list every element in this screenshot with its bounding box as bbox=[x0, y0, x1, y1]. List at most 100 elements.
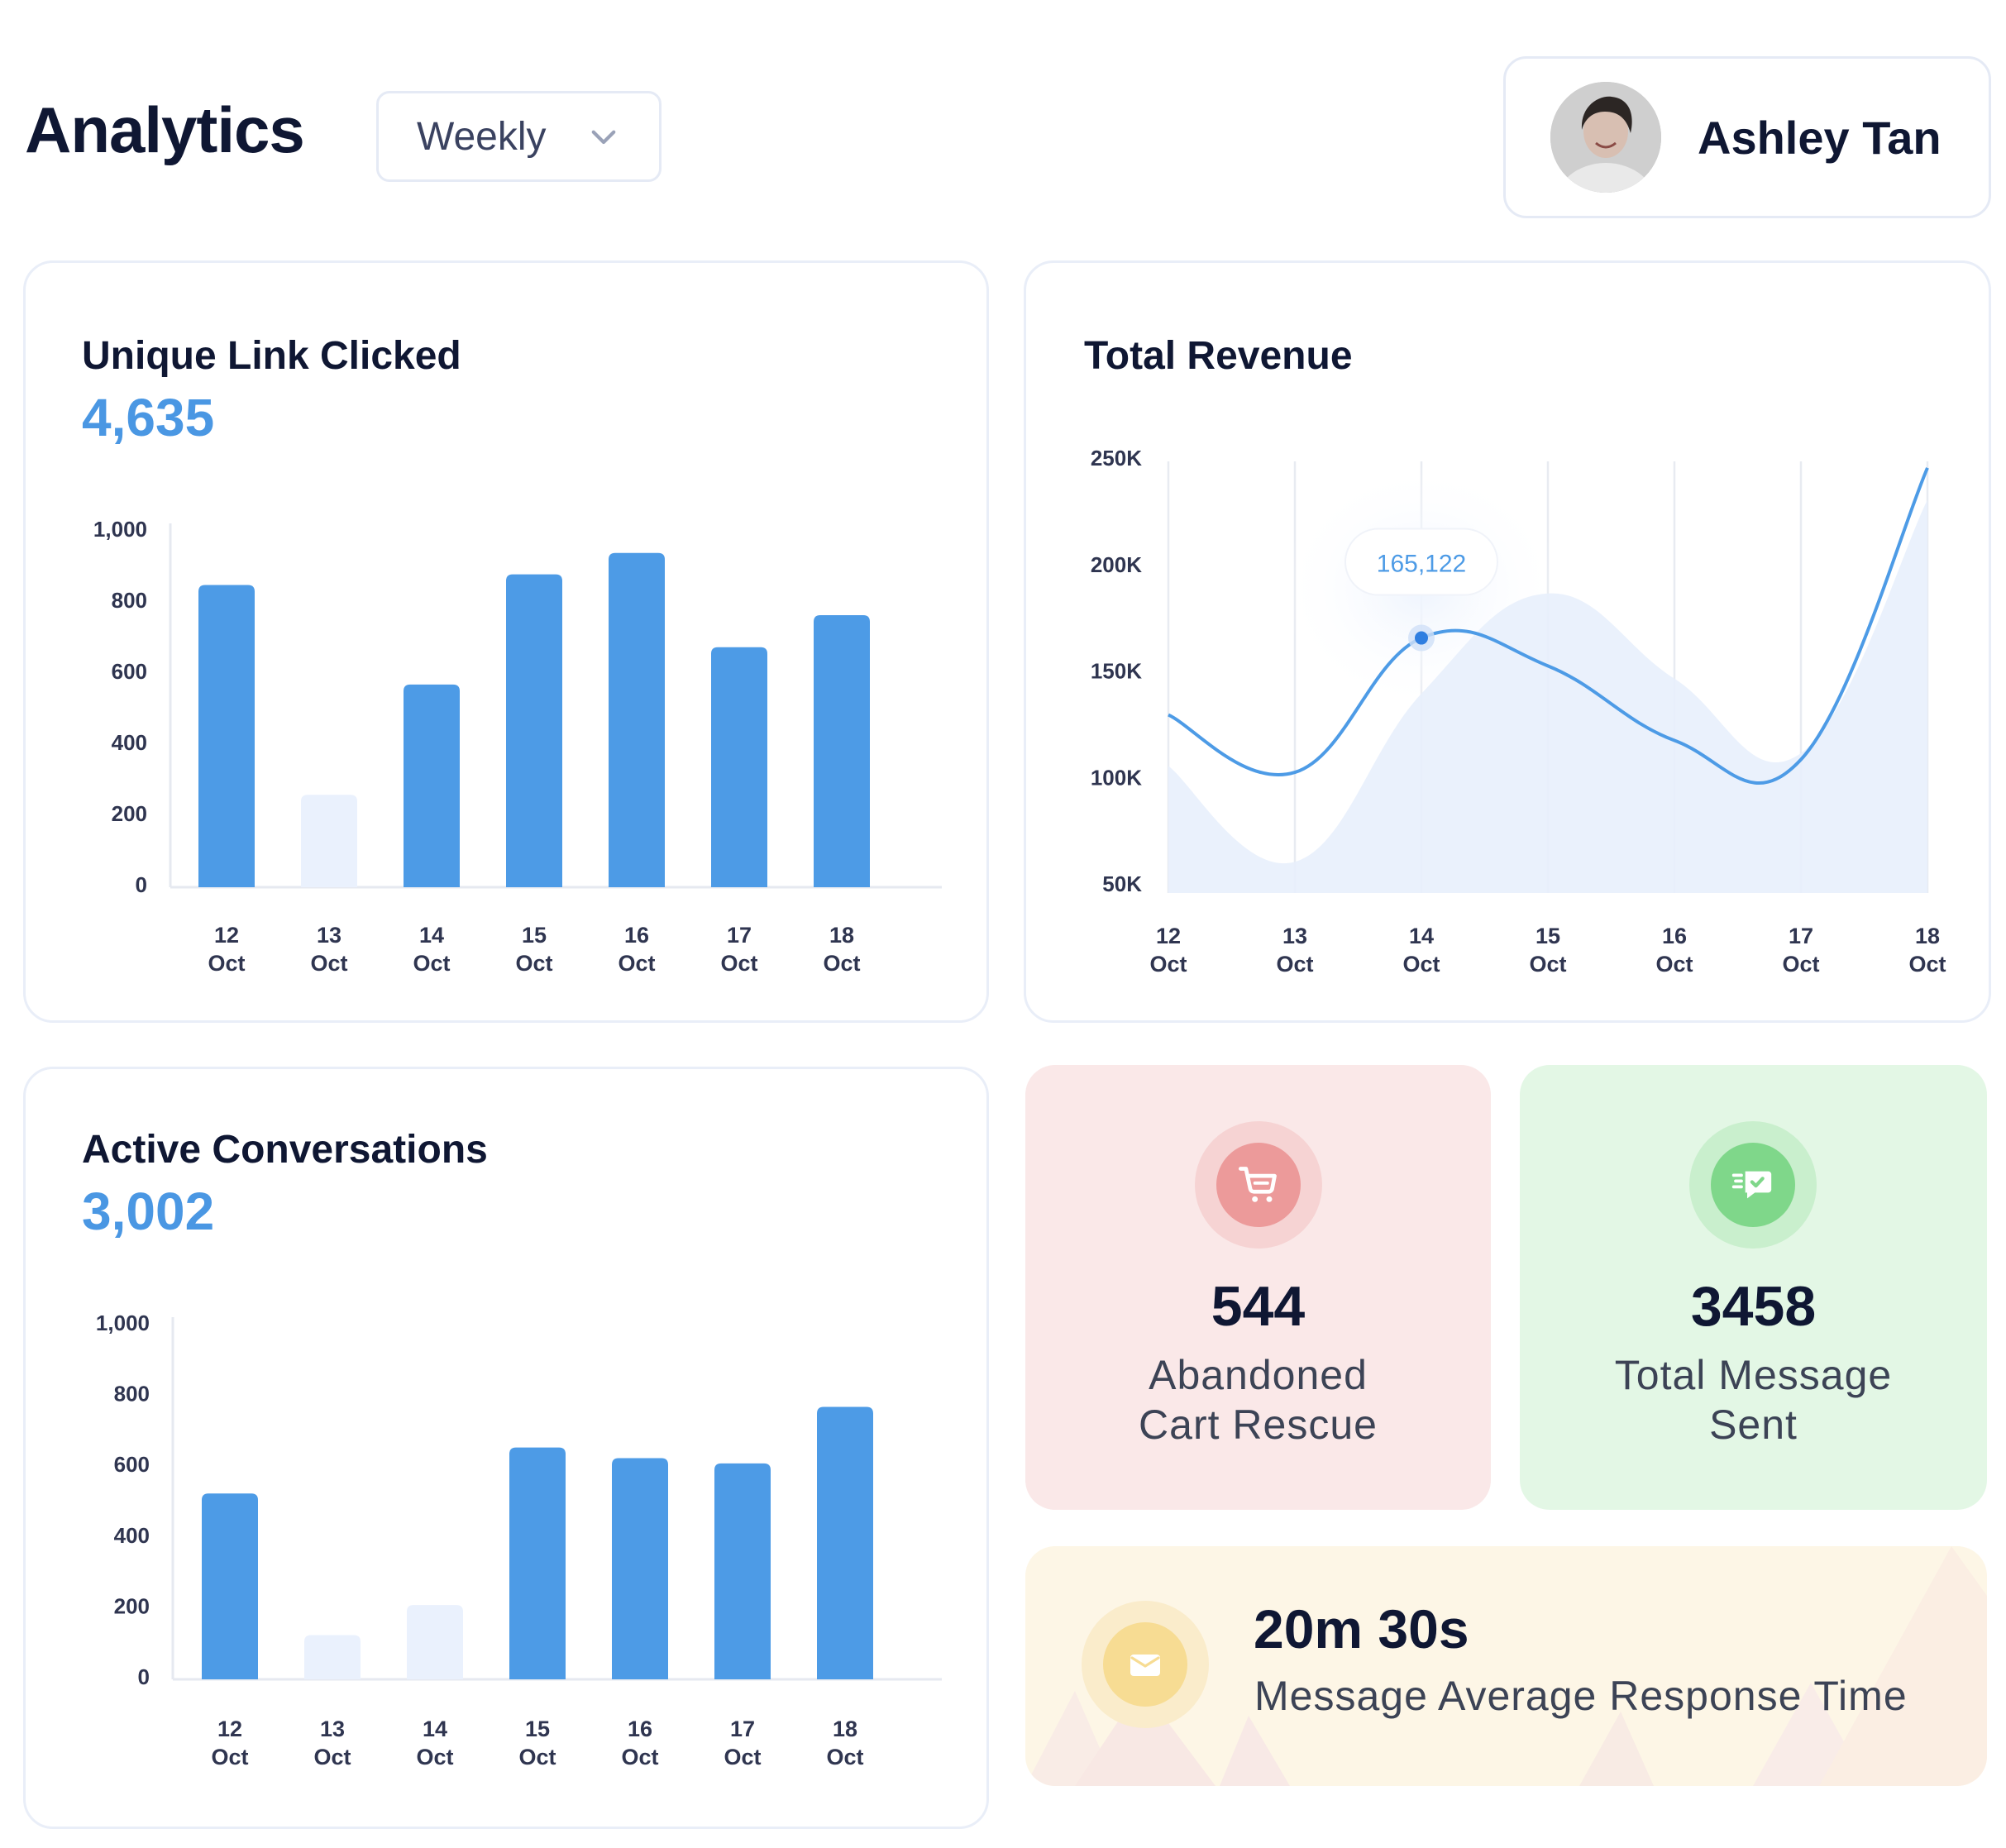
response-time-label: Message Average Response Time bbox=[1254, 1673, 1908, 1719]
messages-sent-tile: 3458 Total Message Sent bbox=[1520, 1065, 1987, 1510]
abandoned-cart-label-line2: Cart Rescue bbox=[1139, 1402, 1378, 1448]
x-tick-label: Oct bbox=[413, 951, 450, 976]
user-profile-card[interactable]: Ashley Tan bbox=[1503, 56, 1991, 218]
y-tick-label: 0 bbox=[138, 1664, 150, 1689]
bar bbox=[817, 1406, 873, 1679]
messages-sent-label-line2: Sent bbox=[1709, 1402, 1798, 1448]
x-tick-label: 14 bbox=[419, 923, 444, 948]
x-tick-label: Oct bbox=[1782, 952, 1819, 977]
bar bbox=[814, 615, 870, 887]
x-tick-label: Oct bbox=[1655, 952, 1693, 977]
x-tick-label: 12 bbox=[214, 923, 239, 948]
x-tick-label: Oct bbox=[621, 1745, 658, 1769]
bar bbox=[407, 1605, 463, 1679]
period-dropdown-value: Weekly bbox=[417, 114, 547, 159]
unique-link-value: 4,635 bbox=[82, 388, 215, 447]
active-conversations-title: Active Conversations bbox=[82, 1128, 488, 1172]
x-tick-label: 12 bbox=[217, 1717, 242, 1741]
x-tick-label: Oct bbox=[1276, 952, 1313, 977]
cart-icon-circle bbox=[1216, 1143, 1301, 1227]
x-tick-label: Oct bbox=[826, 1745, 863, 1769]
highlight-point bbox=[1415, 631, 1428, 645]
x-tick-label: 16 bbox=[1662, 924, 1687, 948]
decorative-mountains bbox=[1025, 1546, 1987, 1786]
x-tick-label: 17 bbox=[727, 923, 752, 948]
total-revenue-chart: 50K 100K 150K 200K 250K 165,122 12 Oct 13 Oct 14 Oc… bbox=[1091, 446, 1946, 977]
messages-sent-label-line1: Total Message bbox=[1614, 1352, 1893, 1398]
y-tick-label: 1,000 bbox=[93, 517, 147, 542]
y-tick-label: 250K bbox=[1091, 446, 1142, 470]
message-sent-icon bbox=[1731, 1171, 1772, 1199]
x-tick-label: 16 bbox=[628, 1717, 652, 1741]
bar bbox=[609, 552, 665, 887]
x-tick-label: 17 bbox=[1789, 924, 1813, 948]
x-tick-label: 14 bbox=[423, 1717, 447, 1741]
period-dropdown[interactable]: Weekly bbox=[376, 91, 662, 182]
envelope-icon bbox=[1130, 1655, 1160, 1676]
bar bbox=[612, 1458, 668, 1679]
message-icon-circle bbox=[1711, 1143, 1795, 1227]
x-tick-label: 15 bbox=[1536, 924, 1560, 948]
y-tick-label: 0 bbox=[136, 872, 147, 897]
bar bbox=[711, 647, 767, 887]
user-name: Ashley Tan bbox=[1698, 111, 1942, 164]
x-tick-label: Oct bbox=[416, 1745, 453, 1769]
active-conversations-chart: 0 200 400 600 800 1,000 12 Oct 13 Oct 14 Oct 15 Oct 16… bbox=[96, 1311, 942, 1769]
x-tick-label: Oct bbox=[720, 951, 757, 976]
bar bbox=[714, 1463, 771, 1679]
y-tick-label: 200K bbox=[1091, 552, 1142, 577]
x-tick-label: 13 bbox=[317, 923, 341, 948]
active-conversations-card: Active Conversations 3,002 0 200 400 600 800… bbox=[23, 1067, 989, 1829]
x-tick-label: Oct bbox=[208, 951, 245, 976]
messages-sent-count: 3458 bbox=[1690, 1275, 1817, 1338]
y-tick-label: 150K bbox=[1091, 659, 1142, 684]
x-tick-label: Oct bbox=[823, 951, 860, 976]
y-tick-label: 200 bbox=[114, 1593, 150, 1618]
x-tick-label: Oct bbox=[724, 1745, 761, 1769]
cart-icon bbox=[1238, 1167, 1277, 1202]
revenue-line bbox=[1168, 467, 1929, 786]
response-time-tile: 20m 30s Message Average Response Time bbox=[1025, 1546, 1987, 1786]
bar bbox=[304, 1635, 361, 1679]
y-tick-label: 400 bbox=[114, 1523, 150, 1548]
total-revenue-title: Total Revenue bbox=[1084, 334, 1353, 378]
abandoned-cart-tile: 544 Abandoned Cart Rescue bbox=[1025, 1065, 1491, 1510]
abandoned-cart-count: 544 bbox=[1211, 1275, 1306, 1338]
x-tick-label: 17 bbox=[730, 1717, 755, 1741]
abandoned-cart-label-line1: Abandoned bbox=[1149, 1352, 1368, 1398]
y-tick-label: 100K bbox=[1091, 765, 1142, 790]
revenue-area bbox=[1168, 499, 1927, 893]
x-tick-label: 13 bbox=[1282, 924, 1307, 948]
response-time-value: 20m 30s bbox=[1254, 1598, 1469, 1659]
x-tick-label: 18 bbox=[829, 923, 854, 948]
x-tick-label: 15 bbox=[525, 1717, 550, 1741]
x-tick-label: Oct bbox=[518, 1745, 556, 1769]
y-tick-label: 600 bbox=[114, 1452, 150, 1477]
x-tick-label: 18 bbox=[1915, 924, 1940, 948]
total-revenue-card: Total Revenue 50K 100K 150K 200K 250K 165,122… bbox=[1024, 260, 1991, 1023]
x-tick-label: Oct bbox=[1908, 952, 1946, 977]
chevron-down-icon bbox=[591, 130, 616, 145]
unique-link-chart: 0 200 400 600 800 1,000 12 Oct 13 Oct 14 Oct 15 Oct 16… bbox=[93, 517, 942, 976]
x-tick-label: Oct bbox=[211, 1745, 248, 1769]
y-tick-label: 50K bbox=[1102, 871, 1142, 896]
active-conversations-value: 3,002 bbox=[82, 1182, 215, 1241]
avatar[interactable] bbox=[1550, 82, 1661, 193]
x-tick-label: 18 bbox=[833, 1717, 857, 1741]
x-tick-label: 13 bbox=[320, 1717, 345, 1741]
bar bbox=[509, 1447, 566, 1679]
y-tick-label: 800 bbox=[114, 1382, 150, 1406]
x-tick-label: 12 bbox=[1156, 924, 1181, 948]
x-tick-label: Oct bbox=[1402, 952, 1440, 977]
x-tick-label: Oct bbox=[313, 1745, 351, 1769]
unique-link-title: Unique Link Clicked bbox=[82, 334, 461, 378]
x-tick-label: Oct bbox=[1529, 952, 1566, 977]
bar bbox=[301, 795, 357, 887]
x-tick-label: Oct bbox=[310, 951, 347, 976]
y-tick-label: 400 bbox=[112, 730, 147, 755]
x-tick-label: 16 bbox=[624, 923, 649, 948]
envelope-icon-circle bbox=[1103, 1622, 1187, 1707]
bar bbox=[198, 585, 255, 887]
avatar-photo bbox=[1550, 82, 1661, 193]
y-tick-label: 1,000 bbox=[96, 1311, 150, 1335]
